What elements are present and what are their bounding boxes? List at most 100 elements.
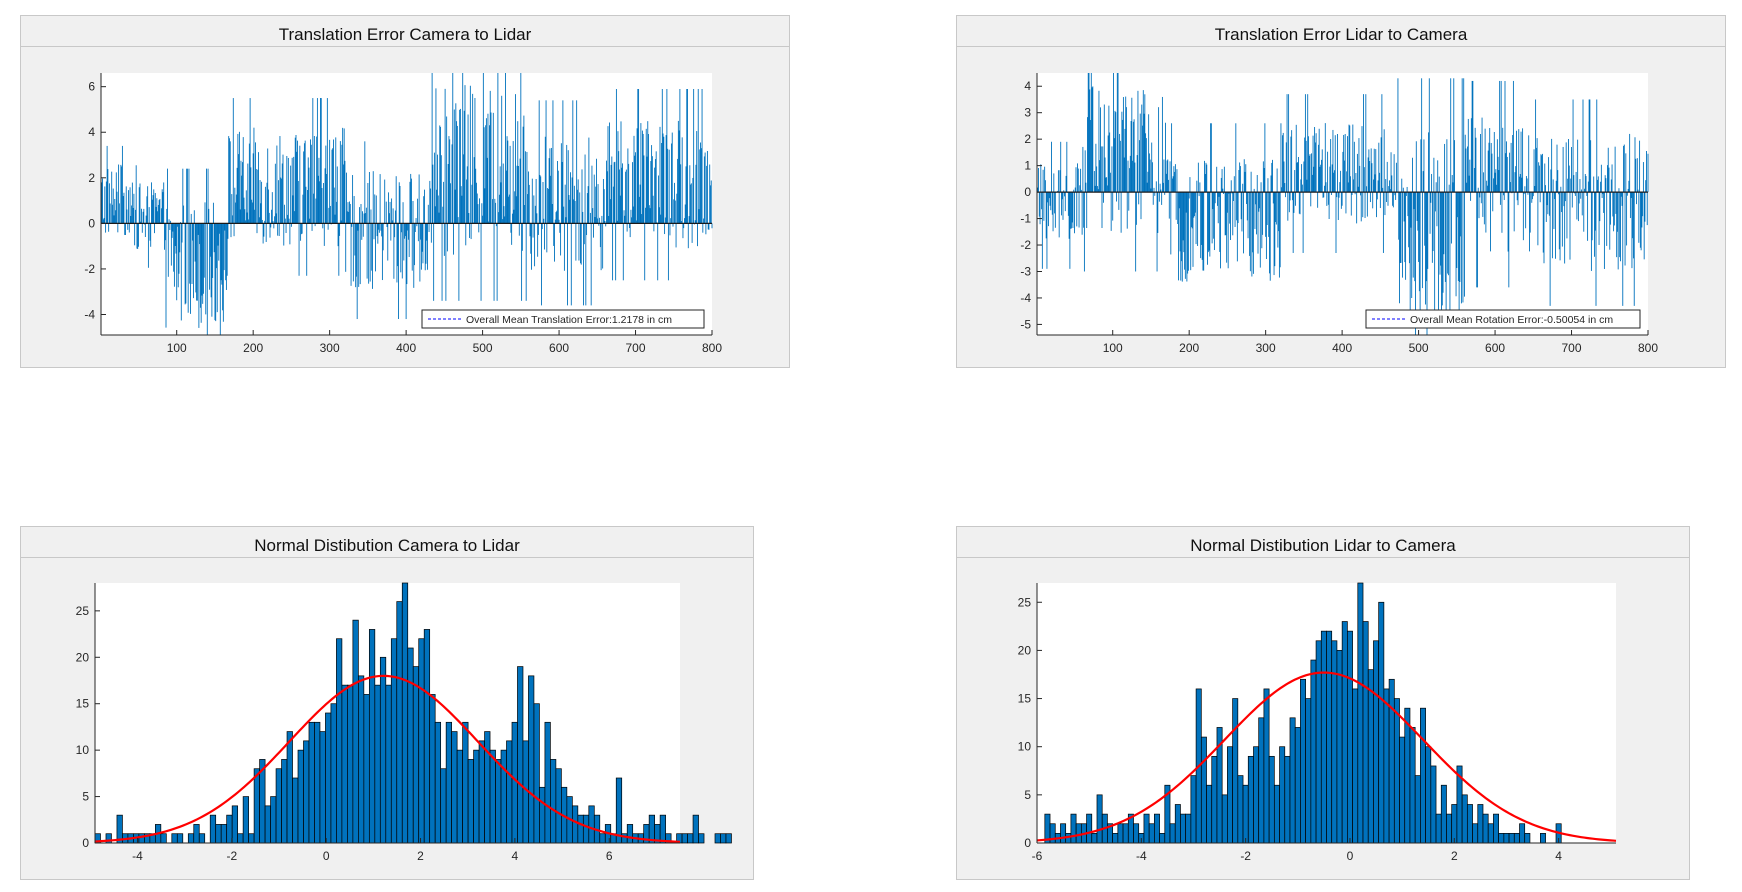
histogram-bar (1144, 814, 1149, 843)
x-tick-label: 400 (396, 341, 416, 355)
histogram-bar (353, 620, 358, 843)
histogram-bar (1134, 824, 1139, 843)
histogram-bar (199, 834, 204, 843)
x-tick-label: 700 (626, 341, 646, 355)
histogram-bar (1154, 814, 1159, 843)
y-tick-label: 25 (76, 604, 90, 618)
histogram-bar (1509, 833, 1514, 843)
y-tick-label: -2 (84, 262, 95, 276)
x-tick-label: 4 (512, 849, 519, 863)
histogram-bar (1222, 795, 1227, 843)
histogram-bar (1488, 824, 1493, 843)
panel-translation-lidar-to-camera: Translation Error Lidar to Camera 100 200… (956, 15, 1726, 368)
histogram-bar (1243, 785, 1248, 843)
x-tick-label: 0 (1347, 849, 1354, 863)
y-tick-label: 1 (1024, 159, 1031, 173)
histogram-bar (507, 741, 512, 843)
histogram-bar (1160, 833, 1165, 843)
histogram-bar (1384, 689, 1389, 843)
histogram-bar (479, 741, 484, 843)
histogram-bar (430, 694, 435, 843)
histogram-bar (1186, 814, 1191, 843)
histogram-bar (616, 778, 621, 843)
histogram-bar (1353, 689, 1358, 843)
histogram-bar (1212, 756, 1217, 843)
histogram-bar (534, 704, 539, 843)
histogram-bar (177, 834, 182, 843)
histogram-bar (1170, 824, 1175, 843)
panel-normal-camera-to-lidar: Normal Distibution Camera to Lidar -4 -2 0… (20, 526, 754, 880)
histogram-bar (347, 685, 352, 843)
x-tick-label: 2 (417, 849, 424, 863)
x-tick-label: 100 (167, 341, 187, 355)
histogram-bar (1092, 833, 1097, 843)
y-tick-label: 20 (1018, 643, 1032, 657)
histogram-bar (720, 834, 725, 843)
histogram-bar (446, 722, 451, 843)
y-tick-label: 10 (76, 743, 90, 757)
histogram-bar (1462, 795, 1467, 843)
histogram-bar (139, 834, 144, 843)
y-tick-label: 0 (82, 836, 89, 850)
y-tick-label: -5 (1020, 317, 1031, 331)
histogram-bar (391, 639, 396, 843)
histogram-bar (539, 787, 544, 843)
histogram-bar (1394, 699, 1399, 843)
x-tick-label: 300 (1256, 341, 1276, 355)
histogram-bar (1415, 776, 1420, 843)
histogram-bar (1473, 824, 1478, 843)
histogram-bar (1514, 833, 1519, 843)
histogram-bar (715, 834, 720, 843)
histogram-bar (726, 834, 731, 843)
histogram-bar (1316, 641, 1321, 843)
x-tick-label: 700 (1562, 341, 1582, 355)
histogram-bar (221, 824, 226, 843)
histogram-bar (545, 722, 550, 843)
histogram-bar (188, 834, 193, 843)
histogram-bar (1123, 824, 1128, 843)
y-tick-label: 15 (76, 697, 90, 711)
histogram-bar (1540, 833, 1545, 843)
histogram-bar (265, 806, 270, 843)
histogram-bar (402, 583, 407, 843)
histogram-bar (1478, 804, 1483, 843)
x-tick-label: 800 (1638, 341, 1658, 355)
y-tick-label: 5 (82, 790, 89, 804)
histogram-bar (1060, 824, 1065, 843)
histogram-bar (1520, 824, 1525, 843)
histogram-bar (1201, 737, 1206, 843)
y-tick-label: 15 (1018, 692, 1032, 706)
histogram-bar (1337, 650, 1342, 843)
histogram-bar (441, 769, 446, 843)
histogram-bar (194, 824, 199, 843)
y-tick-label: 25 (1018, 595, 1032, 609)
histogram-bar (699, 834, 704, 843)
histogram-bar (1264, 689, 1269, 843)
legend-label: Overall Mean Translation Error:1.2178 in… (466, 314, 672, 326)
histogram-bar (1238, 776, 1243, 843)
x-tick-label: 600 (1485, 341, 1505, 355)
histogram-bar (1087, 814, 1092, 843)
histogram-bar (1431, 766, 1436, 843)
histogram-bar (1311, 660, 1316, 843)
histogram-bar (358, 676, 363, 843)
histogram-bar (216, 824, 221, 843)
x-tick-label: 500 (473, 341, 493, 355)
histogram-bar (693, 815, 698, 843)
histogram-bar (578, 815, 583, 843)
histogram-bar (1180, 814, 1185, 843)
histogram-bar (1295, 727, 1300, 843)
y-tick-label: -4 (1020, 291, 1031, 305)
y-tick-label: 2 (1024, 132, 1031, 146)
panel-normal-lidar-to-camera: Normal Distibution Lidar to Camera -6 -4-… (956, 526, 1690, 880)
y-tick-label: 3 (1024, 106, 1031, 120)
panel-translation-camera-to-lidar: Translation Error Camera to Lidar 100 200… (20, 15, 790, 368)
y-tick-label: 0 (88, 216, 95, 230)
histogram-bar (1175, 804, 1180, 843)
x-tick-label: -4 (1136, 849, 1147, 863)
histogram-bar (1452, 804, 1457, 843)
histogram-bar (243, 797, 248, 843)
histogram-bar (254, 769, 259, 843)
histogram-bar (1280, 747, 1285, 843)
y-tick-label: 6 (88, 80, 95, 94)
